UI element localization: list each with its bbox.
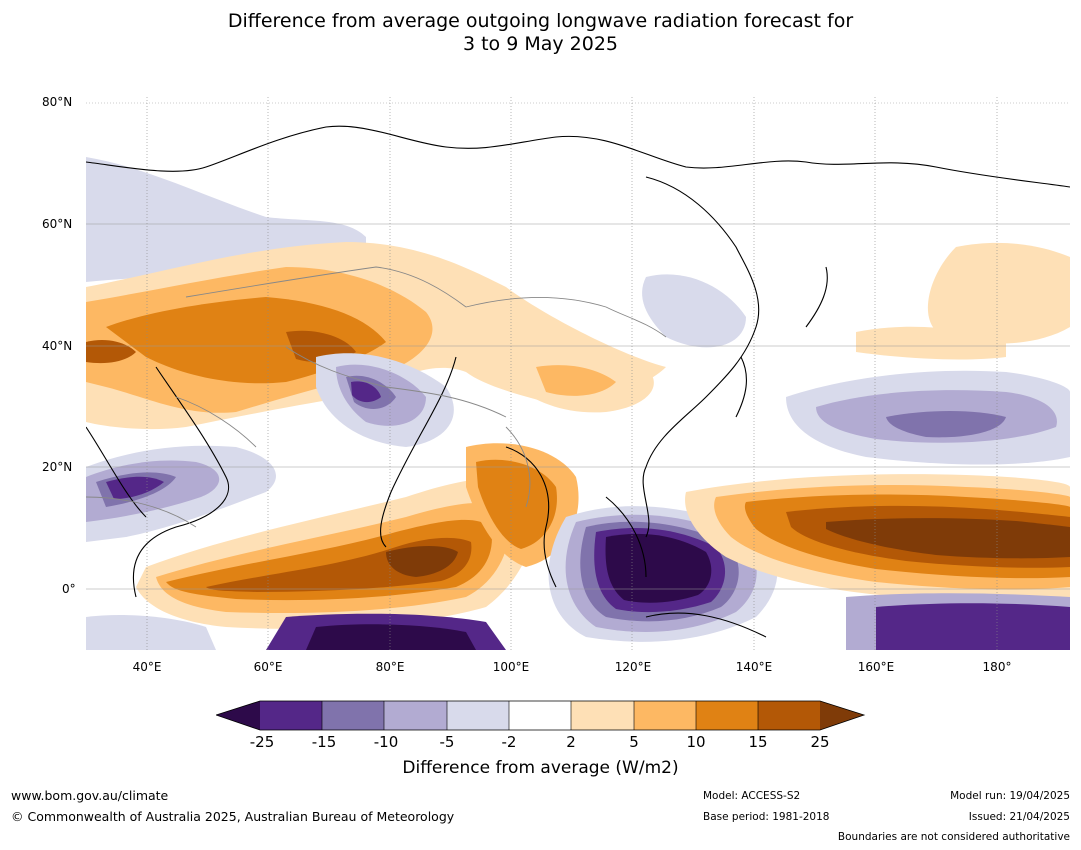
lon-label-160e: 160°E bbox=[857, 660, 895, 674]
model-run-text: Model run: 19/04/2025 bbox=[950, 790, 1070, 802]
lat-label-20n: 20°N bbox=[42, 460, 73, 474]
colorbar-bin-5 bbox=[509, 701, 571, 730]
colorbar-tick: 10 bbox=[686, 733, 706, 751]
base-period-text: Base period: 1981-2018 bbox=[703, 811, 830, 823]
copyright-text: © Commonwealth of Australia 2025, Austra… bbox=[11, 809, 455, 824]
title-line-1: Difference from average outgoing longwav… bbox=[227, 10, 854, 32]
colorbar-tick: 2 bbox=[566, 733, 576, 751]
lon-label-80e: 80°E bbox=[375, 660, 405, 674]
colorbar-bin-1 bbox=[260, 701, 322, 730]
disclaimer-text: Boundaries are not considered authoritat… bbox=[837, 831, 1070, 843]
lat-label-40n: 40°N bbox=[42, 339, 73, 353]
chart-title: Difference from average outgoing longwav… bbox=[0, 10, 1081, 56]
lon-label-40e: 40°E bbox=[132, 660, 162, 674]
title-line-2: 3 to 9 May 2025 bbox=[462, 33, 619, 55]
lon-label-60e: 60°E bbox=[253, 660, 283, 674]
colorbar-bin-4 bbox=[447, 701, 509, 730]
colorbar-bin-6 bbox=[571, 701, 634, 730]
colorbar-title: Difference from average (W/m2) bbox=[402, 758, 679, 778]
colorbar-tick: 5 bbox=[629, 733, 639, 751]
colorbar-tick: -5 bbox=[439, 733, 455, 751]
colorbar-tick: -2 bbox=[501, 733, 517, 751]
lon-label-140e: 140°E bbox=[735, 660, 773, 674]
lat-label-80n: 80°N bbox=[42, 95, 73, 109]
colorbar-tick: -10 bbox=[373, 733, 399, 751]
lat-label-0: 0° bbox=[62, 582, 76, 596]
colorbar-bin-2 bbox=[322, 701, 384, 730]
website-link[interactable]: www.bom.gov.au/climate bbox=[11, 788, 169, 803]
colorbar bbox=[216, 700, 866, 731]
map-canvas bbox=[86, 97, 1070, 650]
model-text: Model: ACCESS-S2 bbox=[703, 790, 801, 802]
issued-text: Issued: 21/04/2025 bbox=[968, 811, 1070, 823]
colorbar-tick: -25 bbox=[249, 733, 275, 751]
colorbar-over bbox=[820, 701, 864, 730]
anomaly-map bbox=[86, 97, 1070, 650]
colorbar-bin-3 bbox=[384, 701, 447, 730]
colorbar-tick: -15 bbox=[311, 733, 337, 751]
lon-label-100e: 100°E bbox=[492, 660, 530, 674]
colorbar-bin-7 bbox=[634, 701, 696, 730]
colorbar-tick: 15 bbox=[748, 733, 768, 751]
colorbar-bin-9 bbox=[758, 701, 820, 730]
colorbar-tick: 25 bbox=[810, 733, 830, 751]
lon-label-120e: 120°E bbox=[614, 660, 652, 674]
lat-label-60n: 60°N bbox=[42, 217, 73, 231]
lon-label-180: 180° bbox=[982, 660, 1012, 674]
colorbar-under bbox=[216, 701, 260, 730]
colorbar-bin-8 bbox=[696, 701, 758, 730]
